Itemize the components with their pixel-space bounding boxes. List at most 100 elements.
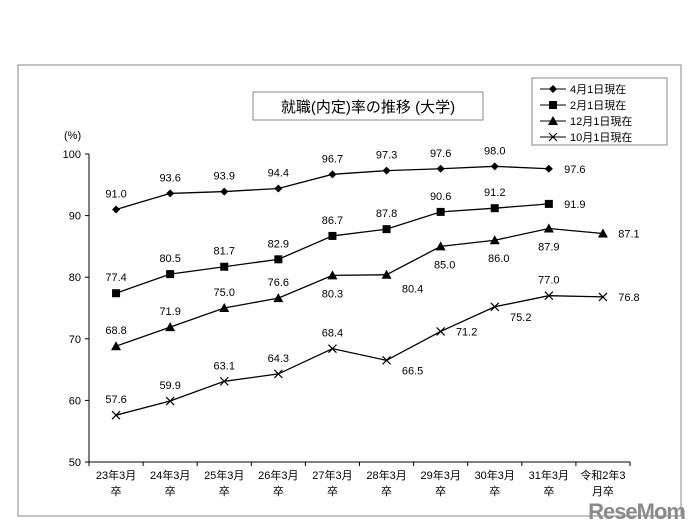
square-marker xyxy=(436,207,445,216)
data-label: 82.9 xyxy=(268,238,289,250)
data-label: 86.7 xyxy=(322,215,343,227)
series-line xyxy=(115,227,604,347)
x-tick-label: 月卒 xyxy=(592,484,614,498)
y-tick-label: 70 xyxy=(69,334,81,346)
x-tick-label: 24年3月 xyxy=(150,468,190,482)
diamond-marker xyxy=(274,184,283,193)
triangle-marker xyxy=(273,293,284,303)
data-label: 68.8 xyxy=(105,325,126,337)
x-tick-label: 30年3月 xyxy=(475,468,515,482)
x-marker xyxy=(219,376,229,386)
x-marker xyxy=(598,292,608,302)
diamond-marker xyxy=(549,85,557,93)
data-label: 98.0 xyxy=(484,145,505,157)
legend-label: 4月1日現在 xyxy=(570,83,626,96)
chart-title: 就職(内定)率の推移 (大学) xyxy=(281,99,455,116)
x-tick-label: 卒 xyxy=(327,484,338,498)
square-marker xyxy=(112,289,121,298)
data-label: 90.6 xyxy=(430,191,451,203)
x-marker xyxy=(111,410,121,420)
data-label: 63.1 xyxy=(214,360,235,372)
triangle-marker xyxy=(165,322,176,332)
x-marker xyxy=(436,326,446,336)
series-square: 77.4 80.5 81.7 82.9 86.7 87.8 90.6 91.2 91.9 xyxy=(105,187,586,298)
data-label: 96.7 xyxy=(322,153,343,165)
data-label: 87.1 xyxy=(618,228,639,240)
x-marker xyxy=(548,132,558,142)
square-marker xyxy=(328,231,337,240)
triangle-marker xyxy=(219,303,230,312)
x-marker xyxy=(490,302,500,312)
data-label: 93.9 xyxy=(214,171,235,183)
legend-label: 2月1日現在 xyxy=(570,99,626,112)
triangle-marker xyxy=(548,116,558,125)
square-marker xyxy=(490,204,499,213)
title-box xyxy=(252,91,484,121)
data-label: 93.6 xyxy=(159,172,180,184)
watermark-logo: ReseMom xyxy=(588,499,686,524)
data-label: 66.5 xyxy=(402,365,423,377)
legend-label: 12月1日現在 xyxy=(570,115,632,128)
square-marker xyxy=(274,255,283,264)
x-marker xyxy=(273,369,283,379)
x-tick-label: 29年3月 xyxy=(420,468,460,482)
data-label: 85.0 xyxy=(434,259,455,271)
data-label: 76.8 xyxy=(618,292,639,304)
diamond-marker xyxy=(382,166,391,175)
diamond-marker xyxy=(436,164,445,173)
data-label: 81.7 xyxy=(214,246,235,258)
x-tick-label: 卒 xyxy=(273,484,284,498)
data-label: 76.6 xyxy=(268,277,289,289)
series-line xyxy=(115,295,603,416)
square-marker xyxy=(549,101,557,109)
x-tick-label: 25年3月 xyxy=(204,468,244,482)
square-marker xyxy=(544,199,553,208)
diamond-marker xyxy=(328,170,337,179)
data-label: 71.2 xyxy=(456,326,477,338)
x-tick-label: 23年3月 xyxy=(96,468,136,482)
x-tick-label: 卒 xyxy=(489,484,500,498)
square-marker xyxy=(166,270,175,279)
data-label: 75.2 xyxy=(510,312,531,324)
x-tick-label: 卒 xyxy=(111,484,122,498)
square-marker xyxy=(382,225,391,234)
triangle-marker xyxy=(111,341,122,351)
x-tick-label: 卒 xyxy=(165,484,176,498)
triangle-marker xyxy=(327,270,338,280)
x-tick-label: 卒 xyxy=(219,484,230,498)
triangle-marker xyxy=(543,223,554,233)
data-label: 87.8 xyxy=(376,208,397,220)
diamond-marker xyxy=(166,189,175,198)
diamond-marker xyxy=(112,205,121,214)
data-label: 87.9 xyxy=(538,242,559,254)
x-tick-label: 令和2年3 xyxy=(580,468,625,482)
y-tick-label: 80 xyxy=(69,272,81,284)
series-diamond: 91.0 93.6 93.9 94.4 96.7 97.3 97.6 98.0 97.6 xyxy=(105,145,586,214)
triangle-marker xyxy=(597,228,608,238)
data-label: 86.0 xyxy=(488,253,509,265)
data-label: 80.5 xyxy=(159,253,180,265)
diamond-marker xyxy=(220,187,229,196)
data-label: 77.4 xyxy=(105,272,126,284)
x-tick-label: 28年3月 xyxy=(366,468,406,482)
data-label: 77.0 xyxy=(538,275,559,287)
x-marker xyxy=(328,344,337,354)
data-label: 75.0 xyxy=(214,287,235,299)
y-tick-label: 90 xyxy=(69,211,81,223)
diamond-marker xyxy=(490,162,499,171)
data-label: 80.4 xyxy=(402,284,423,296)
diamond-marker xyxy=(544,164,553,173)
series-triangle: 68.8 71.9 75.0 76.6 80.3 80.4 85.0 86.0 87.9 87.1 xyxy=(105,223,640,351)
x-tick-label: 26年3月 xyxy=(258,468,298,482)
data-label: 57.6 xyxy=(105,394,126,406)
x-tick-label: 卒 xyxy=(381,484,392,498)
data-label: 97.3 xyxy=(376,150,397,162)
data-label: 68.4 xyxy=(322,328,343,340)
x-marker xyxy=(165,396,175,406)
x-marker xyxy=(382,355,391,365)
x-tick-label: 卒 xyxy=(435,484,446,498)
triangle-marker xyxy=(489,235,500,245)
data-label: 59.9 xyxy=(159,380,180,392)
x-tick-label: 31年3月 xyxy=(529,468,569,482)
